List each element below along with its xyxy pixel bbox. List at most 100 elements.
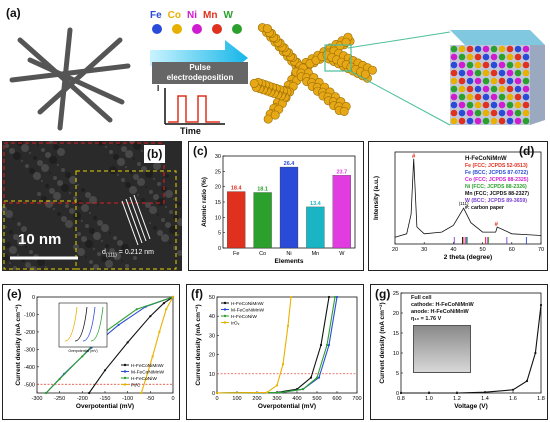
tem-grain — [133, 256, 137, 260]
tem-grain — [45, 200, 53, 208]
her-legend-marker — [123, 363, 127, 367]
full-cell-curve-point — [511, 388, 515, 391]
full-cell-chart: 0.8 1.0 1.2 1.4 1.6 1.8 0 5 10 15 20 25 Voltage (V) C… — [379, 291, 545, 410]
pulse-label: Pulse electrodeposition — [152, 63, 248, 83]
tem-grain — [89, 196, 97, 204]
tem-grain — [93, 232, 101, 240]
oer-y-tick-label: 30 — [209, 333, 215, 339]
her-y-tick-label: -200 — [24, 330, 35, 336]
tem-grain — [157, 230, 163, 236]
tem-grain — [49, 156, 57, 164]
dendrite-particle — [263, 114, 273, 124]
full-cell-note-1: cathode: H-FeCoNiMnW — [411, 302, 474, 308]
tem-grain — [153, 178, 155, 180]
lattice-atom — [450, 117, 458, 125]
full-cell-x-axis-title: Voltage (V) — [454, 403, 487, 410]
tem-grain — [41, 164, 49, 172]
lattice-atom — [466, 85, 474, 93]
lattice-atom — [450, 93, 458, 101]
lattice-atom — [522, 85, 530, 93]
tem-grain — [133, 174, 139, 180]
tem-grain — [157, 182, 161, 186]
panel-f-label: (f) — [191, 287, 203, 301]
her-series-h-feconimnw-point — [103, 369, 107, 372]
her-series-pt-c-point — [151, 355, 154, 358]
dendrite-particle — [339, 106, 349, 116]
element-fe: Fe — [150, 10, 162, 21]
lattice-atom — [490, 61, 498, 69]
oer-x-tick-label: 200 — [252, 396, 261, 402]
panel-e-her: (e) -300 -250 -200 -150 -100 -50 0 0 -100 -200 -30… — [2, 284, 180, 420]
tem-grain — [121, 260, 123, 262]
her-series-h-feconimnw-point — [162, 302, 166, 305]
oer-legend-label: IrO₂ — [231, 320, 240, 326]
lattice-atom — [450, 61, 458, 69]
tem-grain — [5, 210, 13, 218]
oer-y-tick-label: 0 — [212, 391, 215, 397]
oer-series-iro--point — [281, 363, 285, 366]
panel-b-label: (b) — [147, 147, 163, 161]
bar-ni — [279, 166, 299, 249]
full-cell-y-tick-label: 0 — [396, 391, 399, 397]
tem-grain — [113, 236, 117, 240]
oer-series-h-feconiw-point — [315, 376, 319, 379]
dendrite-structure — [249, 23, 377, 124]
scale-bar-label: 10 nm — [18, 231, 62, 248]
bar-value-co: 18.1 — [257, 186, 268, 192]
xrd-legend-6: W (BCC; JCPDS 89-3659) — [465, 198, 527, 204]
tem-grain — [29, 168, 35, 174]
tem-grain — [149, 222, 151, 224]
bar-chart-x-axis-title: Elements — [275, 258, 304, 265]
tem-grain — [61, 168, 65, 172]
tem-grain — [93, 216, 97, 220]
d-symbol: d — [102, 249, 106, 256]
full-cell-note-2: anode: H-FeCoNiMnW — [411, 309, 469, 315]
oer-series-iro--point — [215, 391, 219, 395]
xrd-legend-4: Ni (FCC; JCPDS 88-2326) — [465, 184, 527, 190]
her-series-h-feconiw-point — [58, 377, 61, 381]
dendrite-particle — [270, 110, 280, 120]
tem-grain — [45, 266, 47, 268]
lattice-atom — [498, 45, 506, 53]
pulse-label-line2: electrodeposition — [166, 73, 234, 82]
bar-chart-y-tick-label: 0 — [218, 246, 221, 252]
lattice-atom — [490, 45, 498, 53]
lattice-atom — [498, 101, 506, 109]
dendrite-particle — [341, 37, 351, 47]
tem-grain — [53, 176, 57, 180]
tem-grain — [125, 166, 127, 168]
tem-grain — [25, 164, 29, 168]
xrd-legend-3: Co (FCC; JCPDS 88-2325) — [465, 177, 529, 183]
tem-grain — [53, 192, 61, 200]
lattice-atom — [466, 53, 474, 61]
lattice-atom — [522, 69, 530, 77]
lattice-atom — [482, 85, 490, 93]
tem-grain — [153, 226, 157, 230]
lattice-atom — [466, 109, 474, 117]
her-x-tick-label: -250 — [54, 396, 65, 402]
oer-x-axis-title: Overpotential (mV) — [258, 403, 316, 410]
lattice-atom — [506, 45, 514, 53]
tem-grain — [145, 186, 147, 188]
full-cell-curve-point — [427, 391, 431, 395]
oer-series-iro--point — [275, 384, 279, 387]
oer-legend-label: H-FeCoNiMnW — [231, 301, 264, 307]
tem-grain — [125, 264, 129, 268]
oer-legend-label: M-FeCoNiMnW — [231, 307, 265, 313]
tem-grain — [161, 218, 165, 222]
tem-grain — [65, 172, 71, 178]
oer-series-h-feconimnw-point — [309, 376, 313, 379]
tem-grain — [149, 206, 157, 214]
tem-grain — [97, 204, 99, 206]
tem-grain — [97, 252, 101, 256]
lattice-atom — [466, 93, 474, 101]
bar-chart-y-tick-label: 25 — [215, 169, 221, 175]
tem-grain — [69, 208, 75, 214]
tem-grain — [105, 260, 113, 268]
lattice-atom — [474, 117, 482, 125]
full-cell-note-3: η₁₀ = 1.76 V — [411, 316, 442, 322]
tem-grain — [177, 250, 182, 256]
bar-value-w: 23.7 — [336, 169, 347, 175]
oer-series-iro- — [216, 296, 292, 394]
tem-grain — [77, 248, 85, 256]
